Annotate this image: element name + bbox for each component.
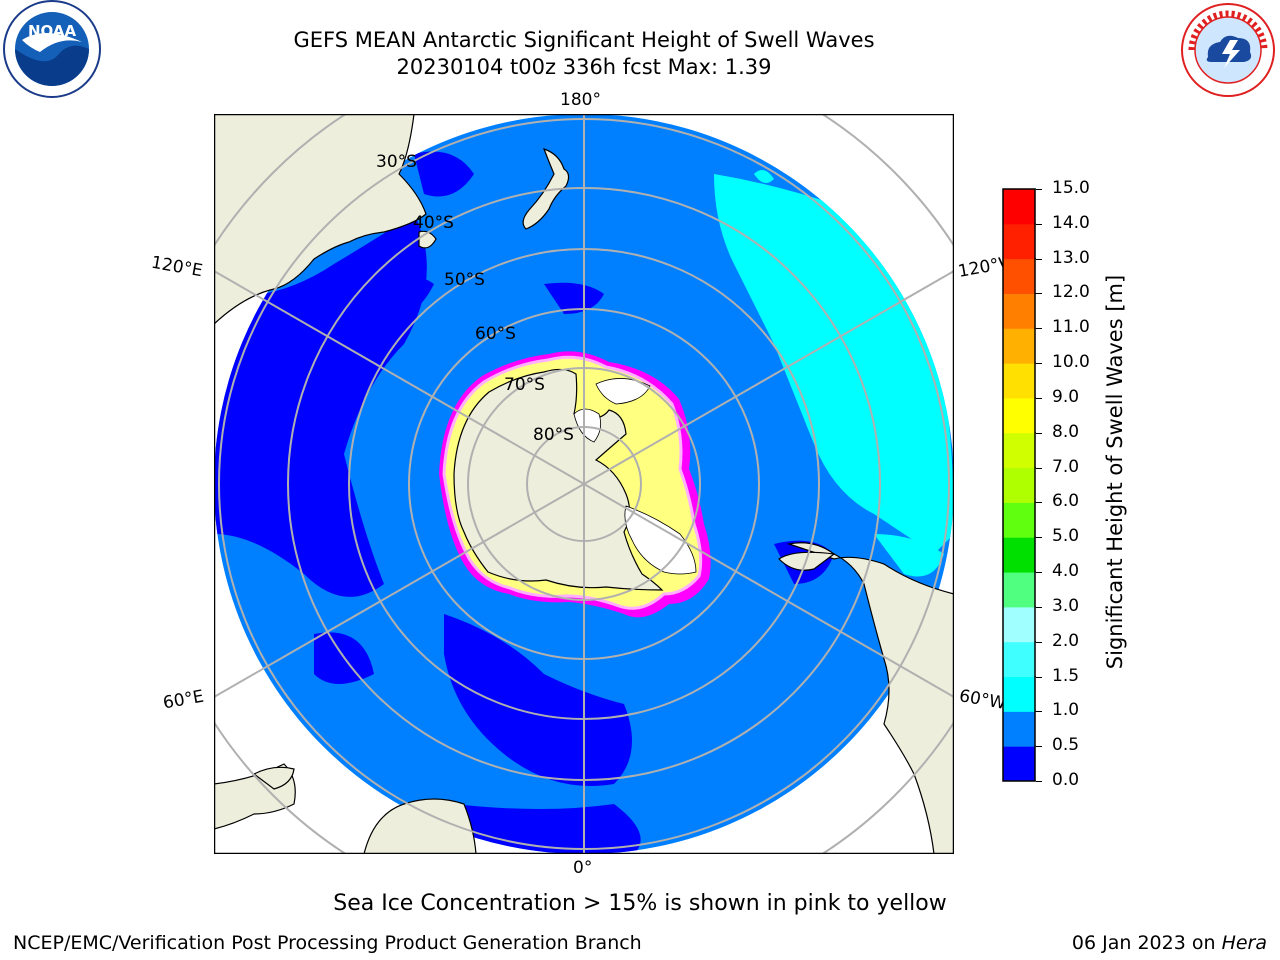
colorbar-bin bbox=[1003, 328, 1035, 364]
meridian-label-120e: 120°E bbox=[149, 252, 205, 282]
colorbar-tick-label: 14.0 bbox=[1052, 212, 1090, 233]
colorbar-tick-mark bbox=[1036, 328, 1042, 330]
colorbar-tick-mark bbox=[1036, 467, 1042, 469]
colorbar-bin bbox=[1003, 606, 1035, 643]
colorbar-tick-mark bbox=[1036, 746, 1042, 748]
colorbar-tick-label: 10.0 bbox=[1052, 352, 1090, 373]
colorbar-bin bbox=[1003, 467, 1035, 503]
colorbar-tick-label: 9.0 bbox=[1052, 386, 1080, 407]
colorbar-tick-mark bbox=[1036, 258, 1042, 260]
colorbar-tick-mark bbox=[1036, 711, 1042, 713]
colorbar-tick-label: 3.0 bbox=[1052, 595, 1080, 616]
footer-date-text: 06 Jan 2023 on bbox=[1071, 932, 1222, 954]
colorbar-tick-mark bbox=[1036, 781, 1042, 782]
colorbar-bin bbox=[1003, 189, 1035, 225]
colorbar-tick-label: 12.0 bbox=[1052, 282, 1090, 303]
colorbar-tick-mark bbox=[1036, 676, 1042, 678]
australia-land bbox=[214, 114, 427, 325]
meridian-label-180: 180° bbox=[560, 90, 601, 110]
lat-label-30s: 30°S bbox=[376, 152, 417, 172]
colorbar-tick-mark bbox=[1036, 293, 1042, 295]
colorbar-tick-label: 13.0 bbox=[1052, 247, 1090, 268]
colorbar-bin bbox=[1003, 746, 1035, 782]
colorbar-bin bbox=[1003, 537, 1035, 573]
colorbar-tick-label: 0.5 bbox=[1052, 735, 1080, 756]
meridian-label-0: 0° bbox=[573, 858, 593, 878]
colorbar-bin bbox=[1003, 641, 1035, 678]
graticule bbox=[214, 114, 954, 854]
meridian-label-60e: 60°E bbox=[161, 686, 206, 714]
noaa-logo: NOAA bbox=[3, 0, 101, 98]
colorbar-tick-label: 11.0 bbox=[1052, 317, 1090, 338]
colorbar-bin bbox=[1003, 711, 1035, 747]
colorbar-bin bbox=[1003, 293, 1035, 329]
meridian-label-60w: 60°W bbox=[957, 686, 1008, 714]
footer-branch: NCEP/EMC/Verification Post Processing Pr… bbox=[13, 932, 642, 954]
lat-label-50s: 50°S bbox=[444, 270, 485, 290]
colorbar-bin bbox=[1003, 502, 1035, 538]
south-america-land bbox=[786, 542, 954, 854]
colorbar-tick-mark bbox=[1036, 641, 1042, 643]
colorbar-tick-label: 5.0 bbox=[1052, 526, 1080, 547]
nws-logo bbox=[1181, 3, 1275, 97]
new-zealand-land bbox=[522, 148, 570, 230]
colorbar-bin bbox=[1003, 572, 1035, 608]
colorbar-tick-mark bbox=[1036, 189, 1042, 190]
colorbar-bin bbox=[1003, 223, 1035, 260]
colorbar-tick-mark bbox=[1036, 397, 1042, 399]
footer-host: Hera bbox=[1221, 932, 1267, 954]
colorbar-tick-mark bbox=[1036, 223, 1042, 225]
colorbar-bin bbox=[1003, 363, 1035, 399]
lat-label-40s: 40°S bbox=[413, 213, 454, 233]
colorbar-tick-label: 8.0 bbox=[1052, 421, 1080, 442]
sea-ice-caption: Sea Ice Concentration > 15% is shown in … bbox=[333, 891, 947, 916]
footer-date: 06 Jan 2023 on Hera bbox=[1072, 932, 1267, 954]
polar-map bbox=[214, 114, 954, 854]
colorbar-tick-label: 4.0 bbox=[1052, 561, 1080, 582]
chart-title-line2: 20230104 t00z 336h fcst Max: 1.39 bbox=[396, 55, 772, 79]
colorbar-tick-mark bbox=[1036, 606, 1042, 608]
lat-label-70s: 70°S bbox=[504, 375, 545, 395]
map-frame bbox=[214, 114, 954, 854]
colorbar-bin bbox=[1003, 397, 1035, 434]
colorbar-tick-mark bbox=[1036, 502, 1042, 504]
lat-label-80s: 80°S bbox=[533, 425, 574, 445]
noaa-logo-text: NOAA bbox=[28, 22, 77, 40]
colorbar-tick-label: 1.0 bbox=[1052, 700, 1080, 721]
colorbar-tick-mark bbox=[1036, 363, 1042, 365]
colorbar-bin bbox=[1003, 432, 1035, 469]
lat-label-60s: 60°S bbox=[475, 324, 516, 344]
colorbar-tick-mark bbox=[1036, 537, 1042, 539]
colorbar-tick-label: 6.0 bbox=[1052, 491, 1080, 512]
colorbar-tick-label: 2.0 bbox=[1052, 630, 1080, 651]
colorbar bbox=[1002, 188, 1036, 782]
colorbar-tick-mark bbox=[1036, 432, 1042, 434]
colorbar-bin bbox=[1003, 258, 1035, 294]
colorbar-tick-mark bbox=[1036, 572, 1042, 574]
colorbar-bin bbox=[1003, 676, 1035, 712]
colorbar-label: Significant Height of Swell Waves [m] bbox=[1103, 274, 1127, 670]
colorbar-tick-label: 15.0 bbox=[1052, 178, 1090, 198]
colorbar-tick-label: 1.5 bbox=[1052, 665, 1080, 686]
colorbar-tick-label: 7.0 bbox=[1052, 456, 1080, 477]
colorbar-tick-label: 0.0 bbox=[1052, 770, 1080, 790]
chart-title-line1: GEFS MEAN Antarctic Significant Height o… bbox=[293, 28, 875, 52]
